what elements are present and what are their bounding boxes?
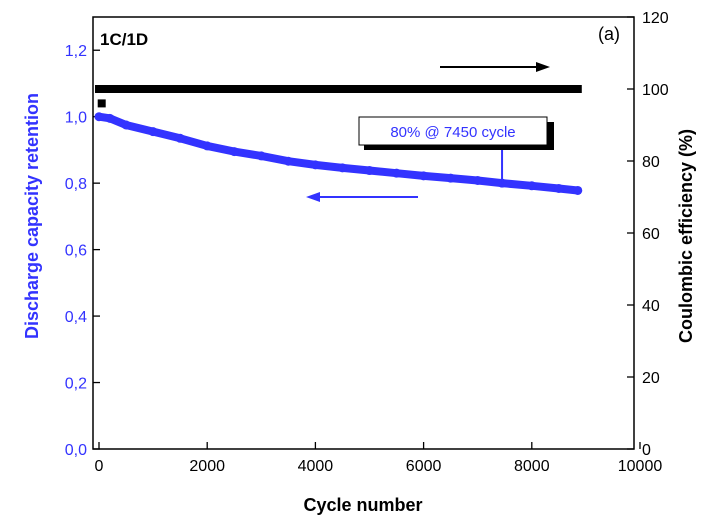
x-tick-label: 8000 [514, 458, 550, 475]
plot-frame [92, 16, 635, 450]
right-y-axis-label: Coulombic efficiency (%) [676, 129, 696, 343]
right-y-tick-label: 80 [642, 154, 660, 171]
right-y-tick-label: 40 [642, 298, 660, 315]
retention-point [256, 151, 266, 161]
x-tick-label: 0 [95, 458, 104, 475]
right-y-tick-label: 0 [642, 442, 651, 459]
x-tick-label: 4000 [298, 458, 334, 475]
retention-point [573, 185, 583, 195]
left-y-tick-label: 0,6 [65, 243, 87, 260]
x-tick-label: 2000 [189, 458, 225, 475]
left-y-tick-label: 0,0 [65, 442, 87, 459]
annotation-text: 80% @ 7450 cycle [390, 124, 515, 141]
efficiency-point [203, 85, 212, 93]
x-tick-label: 10000 [618, 458, 663, 475]
retention-point [419, 171, 429, 181]
retention-point [365, 166, 374, 176]
retention-point [202, 141, 212, 151]
efficiency-point [419, 85, 428, 93]
retention-point [94, 112, 104, 122]
left-y-axis-label: Discharge capacity retention [22, 93, 42, 339]
retention-point [229, 147, 239, 157]
right-y-tick-label: 60 [642, 226, 660, 243]
left-y-axis-ticks: 0,0 0,2 0,4 0,6 0,8 1,0 1,2 [65, 43, 100, 459]
efficiency-point [527, 85, 536, 93]
efficiency-point [95, 85, 103, 93]
left-y-tick-label: 0,2 [65, 376, 87, 393]
right-y-tick-label: 120 [642, 10, 669, 27]
efficiency-point [149, 85, 158, 93]
x-tick-label: 6000 [406, 458, 442, 475]
left-y-tick-label: 0,4 [65, 309, 87, 326]
retention-point [554, 183, 564, 193]
efficiency-point [122, 85, 131, 93]
efficiency-point [473, 85, 482, 93]
right-y-tick-label: 100 [642, 82, 669, 99]
retention-point [105, 113, 115, 123]
retention-point [283, 156, 293, 166]
coulombic-efficiency-series [95, 85, 582, 108]
retention-point [527, 181, 537, 191]
panel-label: (a) [598, 24, 620, 44]
capacity-retention-series [94, 112, 583, 195]
right-axis-arrow [440, 62, 550, 72]
efficiency-point [365, 85, 374, 93]
retention-point [148, 127, 158, 137]
efficiency-point [573, 85, 582, 93]
retention-point [392, 168, 402, 178]
retention-point [446, 173, 456, 183]
right-y-tick-label: 20 [642, 370, 660, 387]
left-y-tick-label: 1,2 [65, 43, 87, 60]
annotation-box [358, 116, 548, 146]
efficiency-point [97, 99, 106, 108]
left-y-tick-label: 1,0 [65, 110, 87, 127]
left-axis-arrow [306, 192, 418, 202]
efficiency-point [311, 85, 320, 93]
retention-point [175, 133, 185, 143]
left-y-tick-label: 0,8 [65, 176, 87, 193]
x-axis-ticks: 0 2000 4000 6000 8000 10000 [95, 442, 663, 475]
retention-point [337, 163, 347, 173]
efficiency-point [257, 85, 266, 93]
right-y-axis-ticks: 0 20 40 60 80 100 120 [627, 10, 669, 459]
retention-point [310, 160, 320, 170]
x-axis-label: Cycle number [303, 495, 422, 515]
retention-point [121, 120, 131, 130]
condition-label: 1C/1D [100, 30, 148, 49]
retention-point [473, 175, 483, 185]
